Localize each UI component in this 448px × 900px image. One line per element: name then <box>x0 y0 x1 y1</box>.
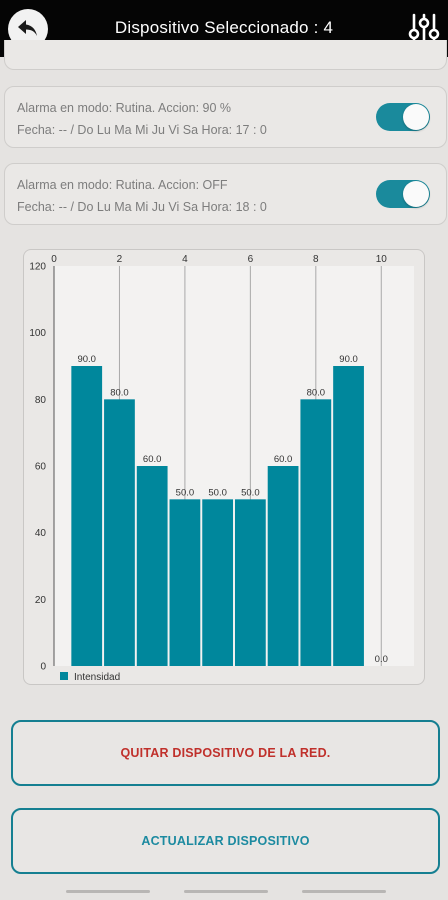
chart-bar <box>202 499 234 666</box>
chart-bar <box>300 399 332 666</box>
page-title: Dispositivo Seleccionado : 4 <box>114 18 334 37</box>
bar-value-label: 50.0 <box>176 487 195 498</box>
intensity-chart: 0 2 4 6 8 10 0 20 40 60 80 100 120 90.0 80.0 60.0 50.0 50… <box>23 249 425 685</box>
toggle-knob <box>403 104 429 130</box>
alarm-card[interactable]: Alarma en modo: Rutina. Accion: OFF Fech… <box>4 163 447 225</box>
alarm-toggle[interactable] <box>376 103 430 131</box>
chart-bar <box>267 466 299 666</box>
bar-value-label: 90.0 <box>339 354 358 365</box>
previous-alarm-card <box>4 40 447 70</box>
legend-label: Intensidad <box>74 672 120 683</box>
y-tick-label: 80 <box>35 395 47 406</box>
alarm-toggle[interactable] <box>376 180 430 208</box>
update-device-button[interactable]: ACTUALIZAR DISPOSITIVO <box>11 808 440 874</box>
y-tick-label: 60 <box>35 462 47 473</box>
x-tick-label: 4 <box>182 254 188 265</box>
settings-button[interactable] <box>408 12 440 46</box>
sliders-settings-icon <box>408 13 440 45</box>
alarm-card[interactable]: Alarma en modo: Rutina. Accion: 90 % Fec… <box>4 86 447 148</box>
alarm-schedule: Fecha: -- / Do Lu Ma Mi Ju Vi Sa Hora: 1… <box>17 200 267 214</box>
alarm-description: Alarma en modo: Rutina. Accion: OFF <box>17 178 228 192</box>
bar-value-label: 80.0 <box>307 387 326 398</box>
alarm-description: Alarma en modo: Rutina. Accion: 90 % <box>17 101 232 115</box>
bar-value-label: 80.0 <box>110 387 129 398</box>
bar-value-label: 0.0 <box>375 654 388 665</box>
bar-value-label: 90.0 <box>77 354 96 365</box>
chart-bar <box>71 366 103 666</box>
y-tick-label: 20 <box>35 595 47 606</box>
chart-bar <box>333 366 364 666</box>
toggle-knob <box>403 181 429 207</box>
back-arrow-icon <box>18 20 37 36</box>
nav-bar-indicator <box>184 890 268 893</box>
chart-bar <box>136 466 168 666</box>
chart-bar <box>234 499 266 666</box>
x-tick-label: 8 <box>313 254 319 265</box>
x-tick-label: 10 <box>376 254 388 265</box>
x-tick-label: 2 <box>117 254 123 265</box>
remove-device-button[interactable]: QUITAR DISPOSITIVO DE LA RED. <box>11 720 440 786</box>
bar-value-label: 50.0 <box>241 487 260 498</box>
bar-value-label: 60.0 <box>274 454 293 465</box>
bar-value-label: 50.0 <box>208 487 227 498</box>
nav-bar-indicator <box>66 890 150 893</box>
y-tick-label: 100 <box>29 328 46 339</box>
chart-bar <box>104 399 135 666</box>
x-tick-label: 0 <box>51 254 57 265</box>
y-tick-label: 40 <box>35 528 47 539</box>
y-tick-label: 0 <box>40 662 46 673</box>
x-tick-label: 6 <box>248 254 254 265</box>
alarm-schedule: Fecha: -- / Do Lu Ma Mi Ju Vi Sa Hora: 1… <box>17 123 267 137</box>
legend-swatch <box>60 672 68 680</box>
bar-value-label: 60.0 <box>143 454 162 465</box>
chart-bar <box>169 499 201 666</box>
nav-bar-indicator <box>302 890 386 893</box>
y-tick-label: 120 <box>29 262 46 273</box>
